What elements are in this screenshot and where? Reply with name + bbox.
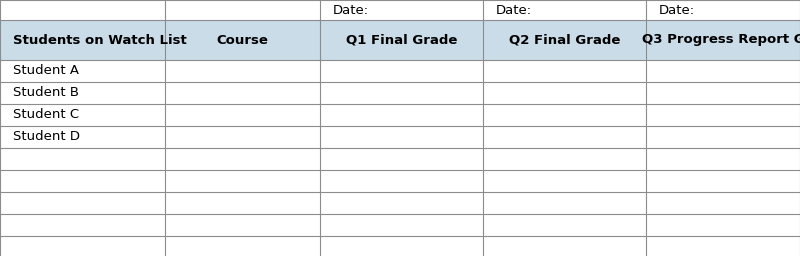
Bar <box>320 192 483 214</box>
Bar <box>0 126 165 148</box>
Bar <box>483 20 646 60</box>
Bar <box>0 60 165 82</box>
Bar <box>483 0 646 20</box>
Text: Date:: Date: <box>333 4 370 16</box>
Bar <box>165 82 320 104</box>
Bar <box>165 170 320 192</box>
Bar <box>165 148 320 170</box>
Bar <box>165 20 320 60</box>
Text: Q3 Progress Report G: Q3 Progress Report G <box>642 34 800 47</box>
Bar <box>320 236 483 256</box>
Bar <box>646 60 800 82</box>
Bar <box>646 82 800 104</box>
Bar <box>320 170 483 192</box>
Bar <box>165 126 320 148</box>
Bar <box>165 60 320 82</box>
Bar <box>646 126 800 148</box>
Bar <box>0 20 165 60</box>
Bar <box>646 214 800 236</box>
Bar <box>0 0 165 20</box>
Bar <box>646 104 800 126</box>
Bar <box>483 192 646 214</box>
Bar <box>0 104 165 126</box>
Bar <box>483 236 646 256</box>
Bar <box>483 82 646 104</box>
Bar <box>0 170 165 192</box>
Bar <box>320 214 483 236</box>
Text: Students on Watch List: Students on Watch List <box>14 34 187 47</box>
Bar <box>483 104 646 126</box>
Bar <box>646 20 800 60</box>
Bar <box>165 104 320 126</box>
Text: Q1 Final Grade: Q1 Final Grade <box>346 34 457 47</box>
Bar <box>646 192 800 214</box>
Bar <box>0 148 165 170</box>
Bar <box>165 214 320 236</box>
Bar <box>0 214 165 236</box>
Bar <box>320 148 483 170</box>
Bar <box>165 0 320 20</box>
Bar <box>483 214 646 236</box>
Bar <box>483 170 646 192</box>
Text: Student D: Student D <box>14 131 80 144</box>
Bar <box>0 192 165 214</box>
Bar <box>165 192 320 214</box>
Bar <box>165 236 320 256</box>
Bar <box>646 0 800 20</box>
Bar <box>646 148 800 170</box>
Bar <box>320 20 483 60</box>
Text: Student A: Student A <box>14 65 79 78</box>
Bar <box>320 60 483 82</box>
Text: Q2 Final Grade: Q2 Final Grade <box>509 34 620 47</box>
Bar <box>646 170 800 192</box>
Bar <box>483 126 646 148</box>
Bar <box>320 0 483 20</box>
Bar <box>483 148 646 170</box>
Bar <box>0 236 165 256</box>
Bar <box>320 104 483 126</box>
Text: Student C: Student C <box>14 109 79 122</box>
Text: Date:: Date: <box>658 4 695 16</box>
Bar <box>483 60 646 82</box>
Text: Course: Course <box>217 34 269 47</box>
Bar <box>320 82 483 104</box>
Bar <box>0 82 165 104</box>
Bar <box>646 236 800 256</box>
Text: Student B: Student B <box>14 87 79 100</box>
Text: Date:: Date: <box>496 4 532 16</box>
Bar <box>320 126 483 148</box>
